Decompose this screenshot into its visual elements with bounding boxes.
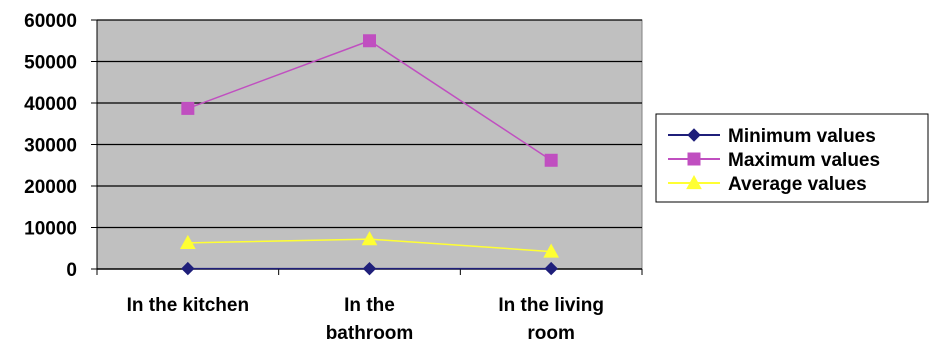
y-tick-label: 40000	[24, 94, 77, 115]
y-tick-label: 50000	[24, 53, 77, 74]
y-tick-label: 20000	[24, 177, 77, 198]
x-category-label: In the bathroom	[326, 295, 414, 343]
y-tick-label: 30000	[24, 136, 77, 157]
y-tick-label: 60000	[24, 11, 77, 32]
data-point	[545, 154, 557, 166]
legend-marker	[688, 153, 700, 165]
legend-label: Minimum values	[728, 126, 876, 147]
data-point	[364, 35, 376, 47]
y-tick-label: 10000	[24, 219, 77, 240]
x-category-label: In the living room	[498, 295, 604, 343]
y-tick-label: 0	[66, 260, 77, 281]
x-category-label-line: In the kitchen	[127, 295, 249, 316]
x-category-label: In the kitchen	[127, 295, 249, 316]
x-category-label-line: room	[527, 323, 575, 343]
x-category-label-line: bathroom	[326, 323, 414, 343]
legend-label: Average values	[728, 174, 867, 195]
x-category-label-line: In the living	[498, 295, 604, 316]
data-point	[182, 102, 194, 114]
x-category-label-line: In the	[344, 295, 395, 316]
legend-label: Maximum values	[728, 150, 880, 171]
